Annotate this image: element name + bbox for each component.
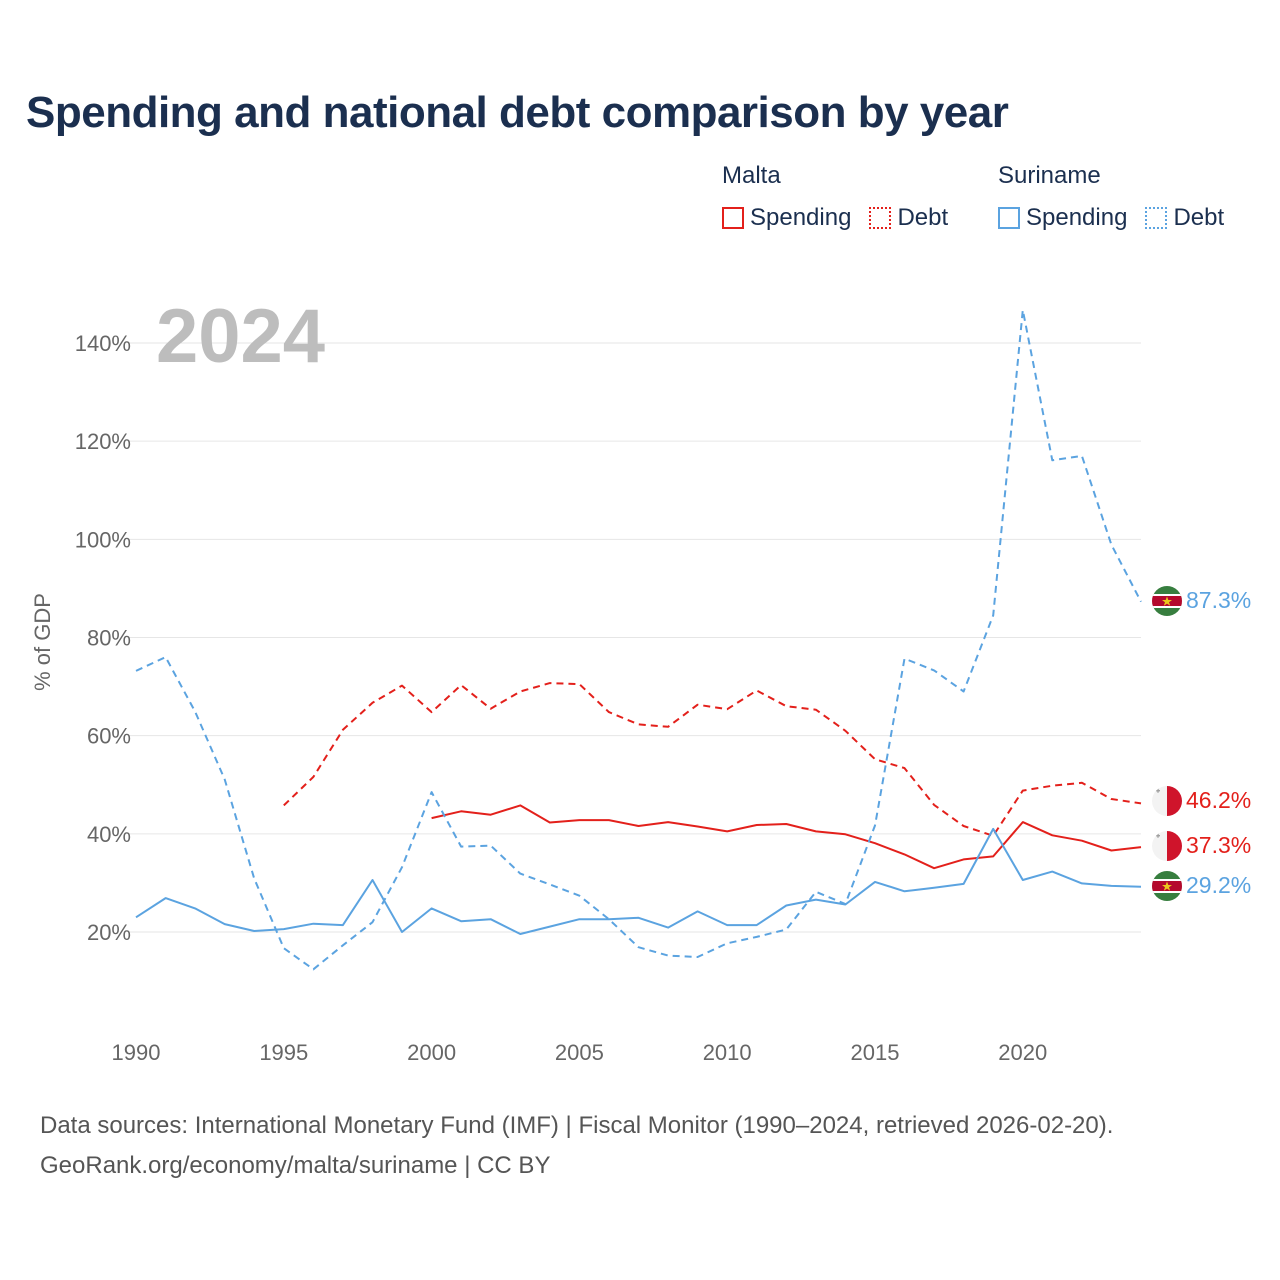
end-value-label: 87.3% bbox=[1186, 587, 1251, 613]
legend-swatch-dotted-icon bbox=[1145, 207, 1168, 229]
x-tick-label: 2010 bbox=[703, 1040, 752, 1065]
legend-country-suriname: Suriname bbox=[998, 162, 1101, 189]
malta-flag-icon bbox=[1152, 831, 1182, 861]
y-tick-label: 40% bbox=[87, 822, 131, 847]
y-axis-title: % of GDP bbox=[30, 593, 55, 691]
legend-item-malta-debt[interactable]: Debt bbox=[869, 204, 948, 232]
series-line-suriname-debt[interactable] bbox=[135, 309, 1142, 971]
year-watermark: 2024 bbox=[156, 294, 325, 379]
y-tick-label: 100% bbox=[75, 527, 131, 552]
y-tick-label: 80% bbox=[87, 626, 131, 651]
legend-item-malta-spending[interactable]: Spending bbox=[722, 204, 851, 232]
series-line-malta-debt[interactable] bbox=[283, 682, 1142, 837]
end-value-label: 37.3% bbox=[1186, 832, 1251, 858]
y-tick-label: 120% bbox=[75, 429, 131, 454]
legend-country-malta: Malta bbox=[722, 162, 781, 189]
x-tick-label: 2000 bbox=[407, 1040, 456, 1065]
legend-label: Debt bbox=[897, 204, 949, 231]
legend-item-suriname-spending[interactable]: Spending bbox=[998, 204, 1127, 232]
suriname-flag-icon bbox=[1152, 586, 1182, 616]
end-value-label: 29.2% bbox=[1186, 872, 1251, 898]
series-line-malta-spending[interactable] bbox=[431, 804, 1142, 870]
legend-group-malta: Malta Spending Debt bbox=[722, 162, 948, 232]
data-source-note: Data sources: International Monetary Fun… bbox=[40, 1112, 1114, 1139]
footer: Data sources: International Monetary Fun… bbox=[40, 1106, 1113, 1186]
legend-label: Spending bbox=[1026, 204, 1128, 231]
legend-item-suriname-debt[interactable]: Debt bbox=[1145, 204, 1224, 232]
x-tick-label: 2020 bbox=[998, 1040, 1047, 1065]
legend-swatch-solid-icon bbox=[998, 207, 1020, 229]
attribution-link[interactable]: GeoRank.org/economy/malta/suriname | CC … bbox=[40, 1152, 551, 1179]
x-tick-label: 1990 bbox=[112, 1040, 161, 1065]
suriname-flag-icon bbox=[1152, 871, 1182, 901]
y-tick-label: 20% bbox=[87, 920, 131, 945]
end-value-label: 46.2% bbox=[1186, 787, 1251, 813]
x-tick-label: 2015 bbox=[850, 1040, 899, 1065]
x-tick-label: 1995 bbox=[259, 1040, 308, 1065]
legend-label: Spending bbox=[750, 204, 852, 231]
legend-swatch-dotted-icon bbox=[869, 207, 892, 229]
legend-swatch-solid-icon bbox=[722, 207, 744, 229]
chart-title: Spending and national debt comparison by… bbox=[26, 88, 1009, 137]
line-chart: 2024 % of GDP 20% 40% 60% 80% 100% 120% 140% 19… bbox=[30, 294, 1251, 1065]
legend-label: Debt bbox=[1173, 204, 1225, 231]
malta-flag-icon bbox=[1152, 786, 1182, 816]
legend-group-suriname: Suriname Spending Debt bbox=[998, 162, 1224, 232]
y-tick-label: 140% bbox=[75, 331, 131, 356]
y-tick-label: 60% bbox=[87, 724, 131, 749]
series-line-suriname-spending[interactable] bbox=[135, 827, 1142, 935]
x-tick-label: 2005 bbox=[555, 1040, 604, 1065]
